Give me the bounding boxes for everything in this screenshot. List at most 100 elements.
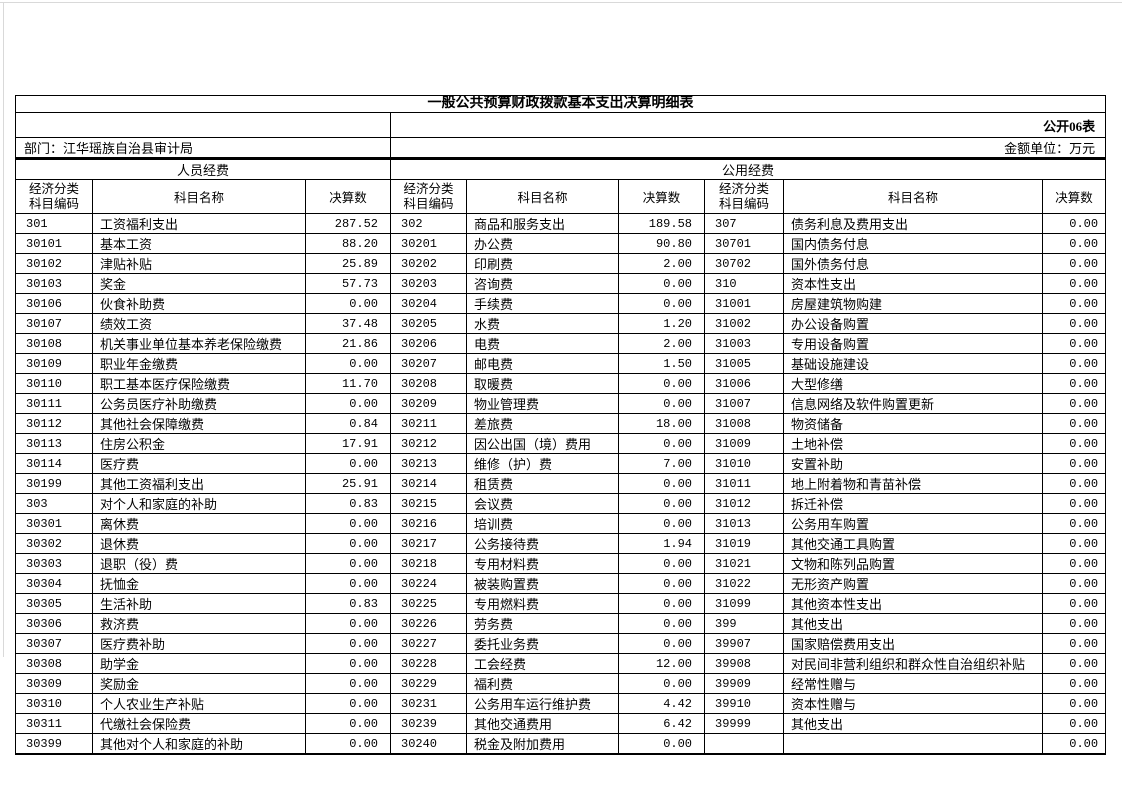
cell-final-amount: 0.00 <box>305 513 391 534</box>
cell-subject-code: 31099 <box>704 593 784 614</box>
cell-subject-name: 会议费 <box>466 493 619 514</box>
cell-subject-code: 31022 <box>704 573 784 594</box>
table-row: 30301 离休费 0.00 30216 培训费 0.00 31013 公务用车购置 0.00 <box>15 513 1107 534</box>
cell-subject-code: 30204 <box>390 293 467 314</box>
section-header-personnel: 人员经费 <box>15 158 391 180</box>
column-header-code-line2: 科目编码 <box>28 196 79 211</box>
cell-final-amount: 0.83 <box>305 493 391 514</box>
table-row: 30101 基本工资 88.20 30201 办公费 90.80 30701 国内债务付息 0.… <box>15 233 1107 254</box>
cell-subject-code: 31012 <box>704 493 784 514</box>
cell-subject-name: 其他社会保障缴费 <box>92 413 306 434</box>
cell-subject-code: 30231 <box>390 693 467 714</box>
cell-subject-code: 31002 <box>704 313 784 334</box>
cell-subject-name: 经常性赠与 <box>783 673 1043 694</box>
cell-final-amount: 0.00 <box>305 653 391 674</box>
cell-final-amount: 25.91 <box>305 473 391 494</box>
cell-subject-code: 30101 <box>15 233 93 254</box>
cell-final-amount: 0.00 <box>618 553 705 574</box>
cell-subject-name: 基础设施建设 <box>783 353 1043 374</box>
table-row: 30112 其他社会保障缴费 0.84 30211 差旅费 18.00 31008 物资储备 0… <box>15 413 1107 434</box>
cell-subject-code: 30301 <box>15 513 93 534</box>
cell-subject-name: 专用设备购置 <box>783 333 1043 354</box>
cell-subject-code: 30215 <box>390 493 467 514</box>
cell-subject-code: 30206 <box>390 333 467 354</box>
column-header-code-2: 经济分类 科目编码 <box>390 179 467 214</box>
cell-subject-code: 30207 <box>390 353 467 374</box>
cell-final-amount: 0.84 <box>305 413 391 434</box>
table-row: 30310 个人农业生产补贴 0.00 30231 公务用车运行维护费 4.42 39910… <box>15 693 1107 714</box>
cell-final-amount: 0.00 <box>1041 613 1107 634</box>
cell-final-amount: 0.00 <box>1041 633 1107 654</box>
cell-subject-code: 30305 <box>15 593 93 614</box>
cell-subject-code: 30209 <box>390 393 467 414</box>
cell-subject-name: 对民间非营利组织和群众性自治组织补贴 <box>783 653 1043 674</box>
cell-final-amount: 0.00 <box>305 553 391 574</box>
column-header-name-1: 科目名称 <box>92 179 306 214</box>
cell-subject-name: 信息网络及软件购置更新 <box>783 393 1043 414</box>
cell-subject-code: 307 <box>704 213 784 234</box>
cell-subject-code: 39909 <box>704 673 784 694</box>
cell-final-amount: 21.86 <box>305 333 391 354</box>
cell-subject-code: 30304 <box>15 573 93 594</box>
cell-subject-name: 资本性赠与 <box>783 693 1043 714</box>
cell-final-amount: 0.00 <box>618 673 705 694</box>
cell-final-amount: 189.58 <box>618 213 705 234</box>
cell-subject-code: 30302 <box>15 533 93 554</box>
cell-final-amount: 0.00 <box>1041 273 1107 294</box>
cell-subject-name: 债务利息及费用支出 <box>783 213 1043 234</box>
cell-final-amount: 0.00 <box>618 473 705 494</box>
cell-subject-code: 30202 <box>390 253 467 274</box>
cell-subject-code: 30218 <box>390 553 467 574</box>
cell-subject-code: 30208 <box>390 373 467 394</box>
cell-subject-code: 30311 <box>15 713 93 734</box>
cell-subject-name: 物业管理费 <box>466 393 619 414</box>
cell-subject-code: 30310 <box>15 693 93 714</box>
cell-final-amount: 0.00 <box>618 273 705 294</box>
cell-final-amount: 0.00 <box>618 393 705 414</box>
table-row: 30106 伙食补助费 0.00 30204 手续费 0.00 31001 房屋建筑物购建 0.… <box>15 293 1107 314</box>
page-edge-left <box>3 2 4 657</box>
cell-subject-code: 30112 <box>15 413 93 434</box>
table-row: 30306 救济费 0.00 30226 劳务费 0.00 399 其他支出 0.00 <box>15 613 1107 634</box>
cell-subject-code: 30205 <box>390 313 467 334</box>
cell-final-amount: 0.00 <box>1041 453 1107 474</box>
cell-final-amount: 0.00 <box>305 613 391 634</box>
cell-subject-code: 302 <box>390 213 467 234</box>
cell-subject-name: 生活补助 <box>92 593 306 614</box>
table-row: 30107 绩效工资 37.48 30205 水费 1.20 31002 办公设备购置 0.00 <box>15 313 1107 334</box>
cell-subject-name: 公务接待费 <box>466 533 619 554</box>
cell-final-amount: 7.00 <box>618 453 705 474</box>
cell-final-amount: 1.50 <box>618 353 705 374</box>
cell-final-amount: 0.00 <box>1041 353 1107 374</box>
column-header-code-1: 经济分类 科目编码 <box>15 179 93 214</box>
cell-final-amount: 0.00 <box>618 513 705 534</box>
cell-final-amount: 0.00 <box>1041 573 1107 594</box>
cell-subject-code: 30702 <box>704 253 784 274</box>
cell-subject-code: 30114 <box>15 453 93 474</box>
cell-subject-code: 31011 <box>704 473 784 494</box>
cell-final-amount: 0.00 <box>1041 293 1107 314</box>
column-header-value-3: 决算数 <box>1041 179 1107 214</box>
cell-subject-code <box>704 733 784 755</box>
cell-subject-name: 离休费 <box>92 513 306 534</box>
cell-final-amount: 17.91 <box>305 433 391 454</box>
table-row: 30309 奖励金 0.00 30229 福利费 0.00 39909 经常性赠与 0.00 <box>15 673 1107 694</box>
cell-subject-code: 31010 <box>704 453 784 474</box>
budget-table: 一般公共预算财政拨款基本支出决算明细表 公开06表 部门：江华瑶族自治县审计局 … <box>14 95 1107 755</box>
cell-final-amount: 0.00 <box>305 633 391 654</box>
cell-subject-name: 助学金 <box>92 653 306 674</box>
cell-subject-name: 医疗费 <box>92 453 306 474</box>
cell-subject-code: 30225 <box>390 593 467 614</box>
cell-subject-name: 公务员医疗补助缴费 <box>92 393 306 414</box>
table-row: 30108 机关事业单位基本养老保险缴费 21.86 30206 电费 2.00 31003… <box>15 333 1107 354</box>
cell-subject-name: 工会经费 <box>466 653 619 674</box>
cell-subject-name: 对个人和家庭的补助 <box>92 493 306 514</box>
cell-final-amount: 0.00 <box>618 733 705 755</box>
cell-final-amount: 57.73 <box>305 273 391 294</box>
cell-final-amount: 12.00 <box>618 653 705 674</box>
cell-final-amount: 1.20 <box>618 313 705 334</box>
cell-final-amount: 0.83 <box>305 593 391 614</box>
cell-subject-name: 福利费 <box>466 673 619 694</box>
department-label: 部门：江华瑶族自治县审计局 <box>15 137 391 160</box>
